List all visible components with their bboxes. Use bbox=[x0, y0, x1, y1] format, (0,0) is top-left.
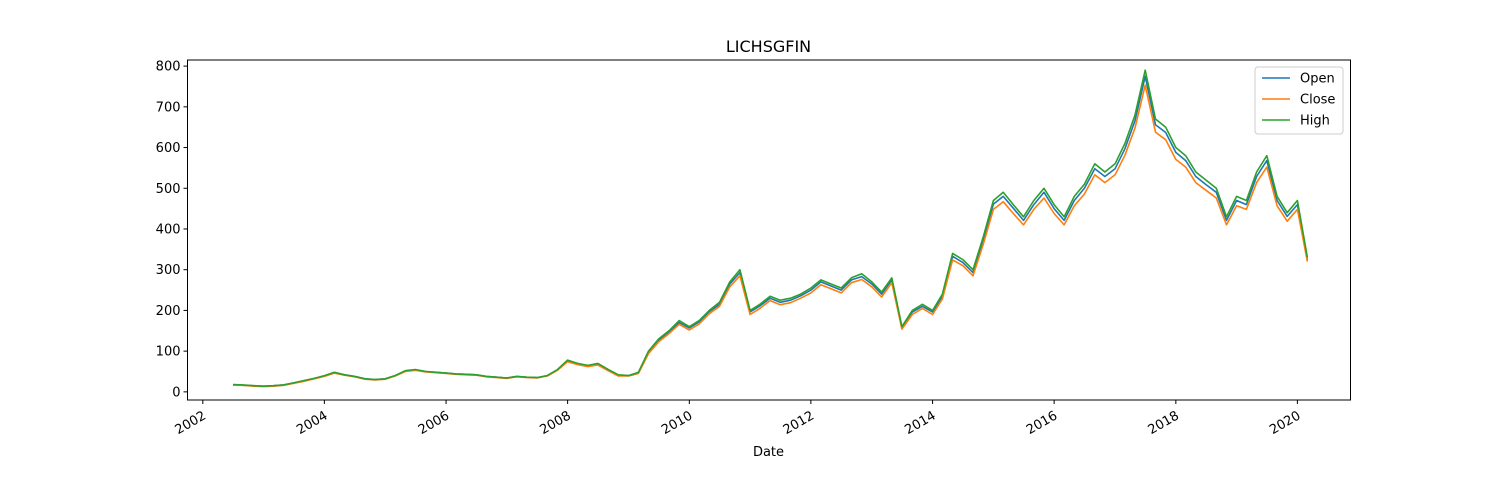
x-tick-label: 2018 bbox=[1146, 408, 1182, 438]
chart-title: LICHSGFIN bbox=[726, 37, 811, 56]
x-tick-label: 2006 bbox=[416, 408, 452, 438]
x-axis: 2002 2004 2006 2008 2010 2012 2014 2016 2018 2020 bbox=[173, 400, 1303, 438]
series-lines bbox=[232, 69, 1309, 388]
y-tick-label: 200 bbox=[156, 304, 181, 319]
legend-label-high: High bbox=[1300, 114, 1330, 129]
x-tick-label: 2012 bbox=[781, 408, 817, 438]
y-tick-label: 0 bbox=[172, 385, 180, 400]
y-tick-label: 700 bbox=[156, 100, 181, 115]
legend-box bbox=[1254, 66, 1344, 135]
y-tick-label: 500 bbox=[156, 182, 181, 197]
legend-label-close: Close bbox=[1300, 93, 1335, 108]
x-tick-label: 2010 bbox=[659, 408, 695, 438]
x-tick-label: 2016 bbox=[1024, 408, 1060, 438]
y-tick-label: 300 bbox=[156, 263, 181, 278]
y-tick-label: 400 bbox=[156, 222, 181, 237]
y-tick-label: 600 bbox=[156, 141, 181, 156]
x-tick-label: 2020 bbox=[1267, 408, 1303, 438]
plot-area-frame bbox=[187, 59, 1351, 401]
x-tick-label: 2014 bbox=[902, 408, 938, 438]
x-tick-label: 2008 bbox=[537, 408, 573, 438]
y-tick-label: 100 bbox=[156, 345, 181, 360]
legend: Open Close High bbox=[1254, 66, 1344, 135]
x-tick-label: 2004 bbox=[294, 408, 330, 438]
y-axis: 0 100 200 300 400 500 600 700 800 bbox=[156, 60, 188, 400]
series-line-high bbox=[232, 69, 1309, 388]
x-axis-label: Date bbox=[753, 445, 784, 460]
x-tick-label: 2002 bbox=[173, 408, 209, 438]
y-tick-label: 800 bbox=[156, 60, 181, 75]
legend-label-open: Open bbox=[1300, 72, 1335, 87]
